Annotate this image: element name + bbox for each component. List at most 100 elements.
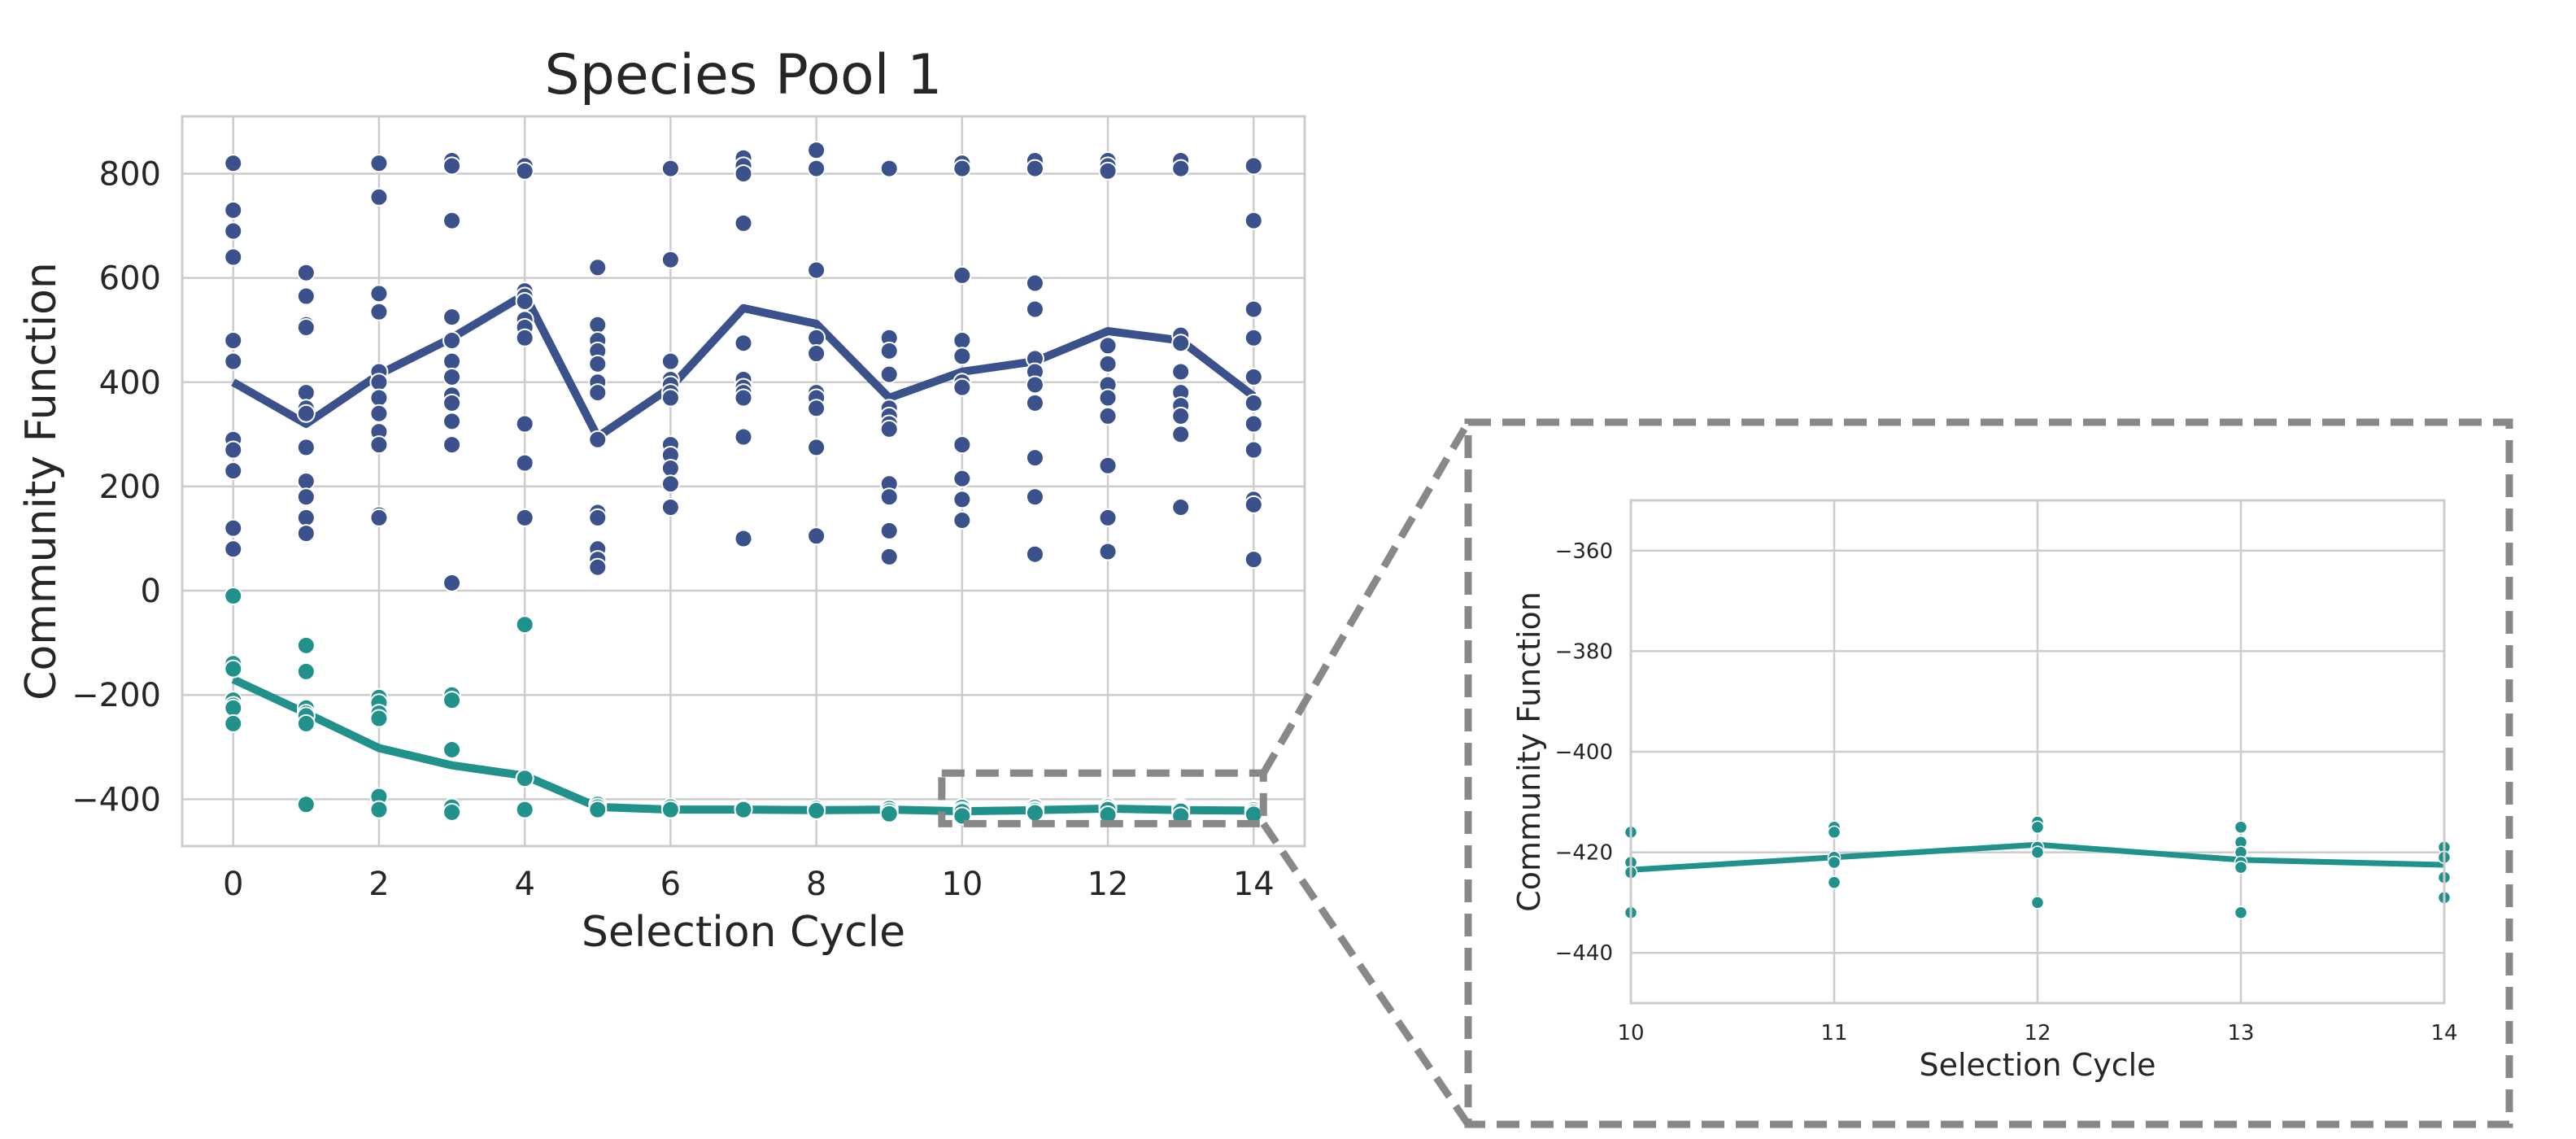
main-chart: 0 2 4 6 8 10 12 14 −400 −200 0 200 400 600 800 Species… <box>17 43 1306 957</box>
data-point <box>296 404 316 423</box>
x-tick-label: 4 <box>514 866 534 903</box>
data-point <box>369 508 389 527</box>
data-point <box>296 714 316 733</box>
data-point <box>1244 211 1263 230</box>
inset-y-tick-label: −380 <box>1555 639 1613 664</box>
data-point <box>442 367 462 386</box>
data-point <box>879 487 899 507</box>
data-point <box>515 508 534 527</box>
data-point <box>1244 299 1263 319</box>
data-point <box>369 435 389 455</box>
data-point <box>588 508 608 527</box>
data-point <box>1244 367 1263 386</box>
data-point <box>442 211 462 230</box>
data-point <box>1025 375 1044 395</box>
inset-x-tick-label: 12 <box>2024 1021 2051 1045</box>
data-point <box>734 529 753 548</box>
inset-x-tick-label: 10 <box>1617 1021 1644 1045</box>
data-point <box>879 804 899 823</box>
data-point <box>1025 159 1044 178</box>
inset-data-point <box>2234 860 2248 875</box>
data-point <box>1244 328 1263 347</box>
data-point <box>588 383 608 403</box>
inset-y-tick-label: −440 <box>1555 941 1613 966</box>
data-point <box>1098 456 1118 475</box>
data-point <box>1244 440 1263 460</box>
data-point <box>807 399 826 418</box>
data-point <box>952 435 972 455</box>
data-point <box>588 557 608 577</box>
data-point <box>807 801 826 820</box>
data-point <box>807 438 826 457</box>
data-point <box>952 331 972 351</box>
data-point <box>296 263 316 282</box>
data-point <box>879 419 899 439</box>
data-point <box>296 508 316 527</box>
data-point <box>734 213 753 233</box>
data-point <box>224 518 243 538</box>
x-tick-label: 2 <box>368 866 389 903</box>
data-point <box>807 159 826 178</box>
data-point <box>952 265 972 285</box>
data-point <box>734 427 753 447</box>
inset-data-point <box>2030 820 2045 834</box>
data-point <box>734 334 753 353</box>
data-point <box>224 586 243 605</box>
inset-chart: 10 11 12 13 14 −440 −420 −400 −380 −360 Selection… <box>1511 499 2458 1083</box>
data-point <box>369 709 389 728</box>
zoom-target-box <box>1464 418 2513 1128</box>
data-point <box>515 328 534 347</box>
data-point <box>369 800 389 819</box>
data-point <box>224 247 243 267</box>
data-point <box>1171 334 1191 353</box>
y-tick-label: 400 <box>99 364 161 402</box>
data-point <box>224 154 243 173</box>
inset-x-tick-label: 14 <box>2430 1021 2457 1045</box>
x-tick-label: 8 <box>806 866 826 903</box>
data-point <box>1244 495 1263 514</box>
y-tick-label: −200 <box>72 677 161 714</box>
data-point <box>879 547 899 566</box>
data-point <box>296 487 316 507</box>
main-tick-labels: 0 2 4 6 8 10 12 14 −400 −200 0 200 400 600 800 <box>72 155 1275 903</box>
data-point <box>952 377 972 397</box>
data-point <box>442 412 462 431</box>
inset-data-point <box>2234 820 2248 834</box>
data-point <box>1098 508 1118 527</box>
y-axis-label: Community Function <box>17 262 66 700</box>
data-point <box>442 393 462 412</box>
data-point <box>660 458 680 478</box>
data-point <box>296 795 316 814</box>
data-point <box>1244 393 1263 412</box>
main-data-marks <box>224 141 1263 826</box>
data-point <box>1025 544 1044 564</box>
inset-y-axis-label: Community Function <box>1511 591 1547 912</box>
inset-y-tick-label: −420 <box>1555 841 1613 866</box>
data-point <box>224 440 243 460</box>
inset-data-point <box>1827 825 1842 840</box>
data-point <box>807 526 826 546</box>
x-tick-label: 10 <box>941 866 983 903</box>
data-point <box>296 383 316 403</box>
data-point <box>369 154 389 173</box>
data-point <box>807 344 826 364</box>
data-point <box>369 404 389 423</box>
data-point <box>442 435 462 455</box>
data-point <box>952 511 972 530</box>
data-point <box>1025 448 1044 468</box>
data-point <box>734 388 753 408</box>
inset-y-tick-label: −400 <box>1555 740 1613 765</box>
data-point <box>224 221 243 241</box>
inset-x-tick-label: 11 <box>1820 1021 1847 1045</box>
data-point <box>1171 362 1191 382</box>
data-point <box>296 635 316 655</box>
data-point <box>515 615 534 635</box>
data-point <box>879 159 899 178</box>
data-point <box>588 800 608 819</box>
chart-title: Species Pool 1 <box>545 43 943 107</box>
data-point <box>515 291 534 311</box>
data-point <box>660 388 680 408</box>
data-point <box>442 573 462 592</box>
data-point <box>1171 159 1191 178</box>
